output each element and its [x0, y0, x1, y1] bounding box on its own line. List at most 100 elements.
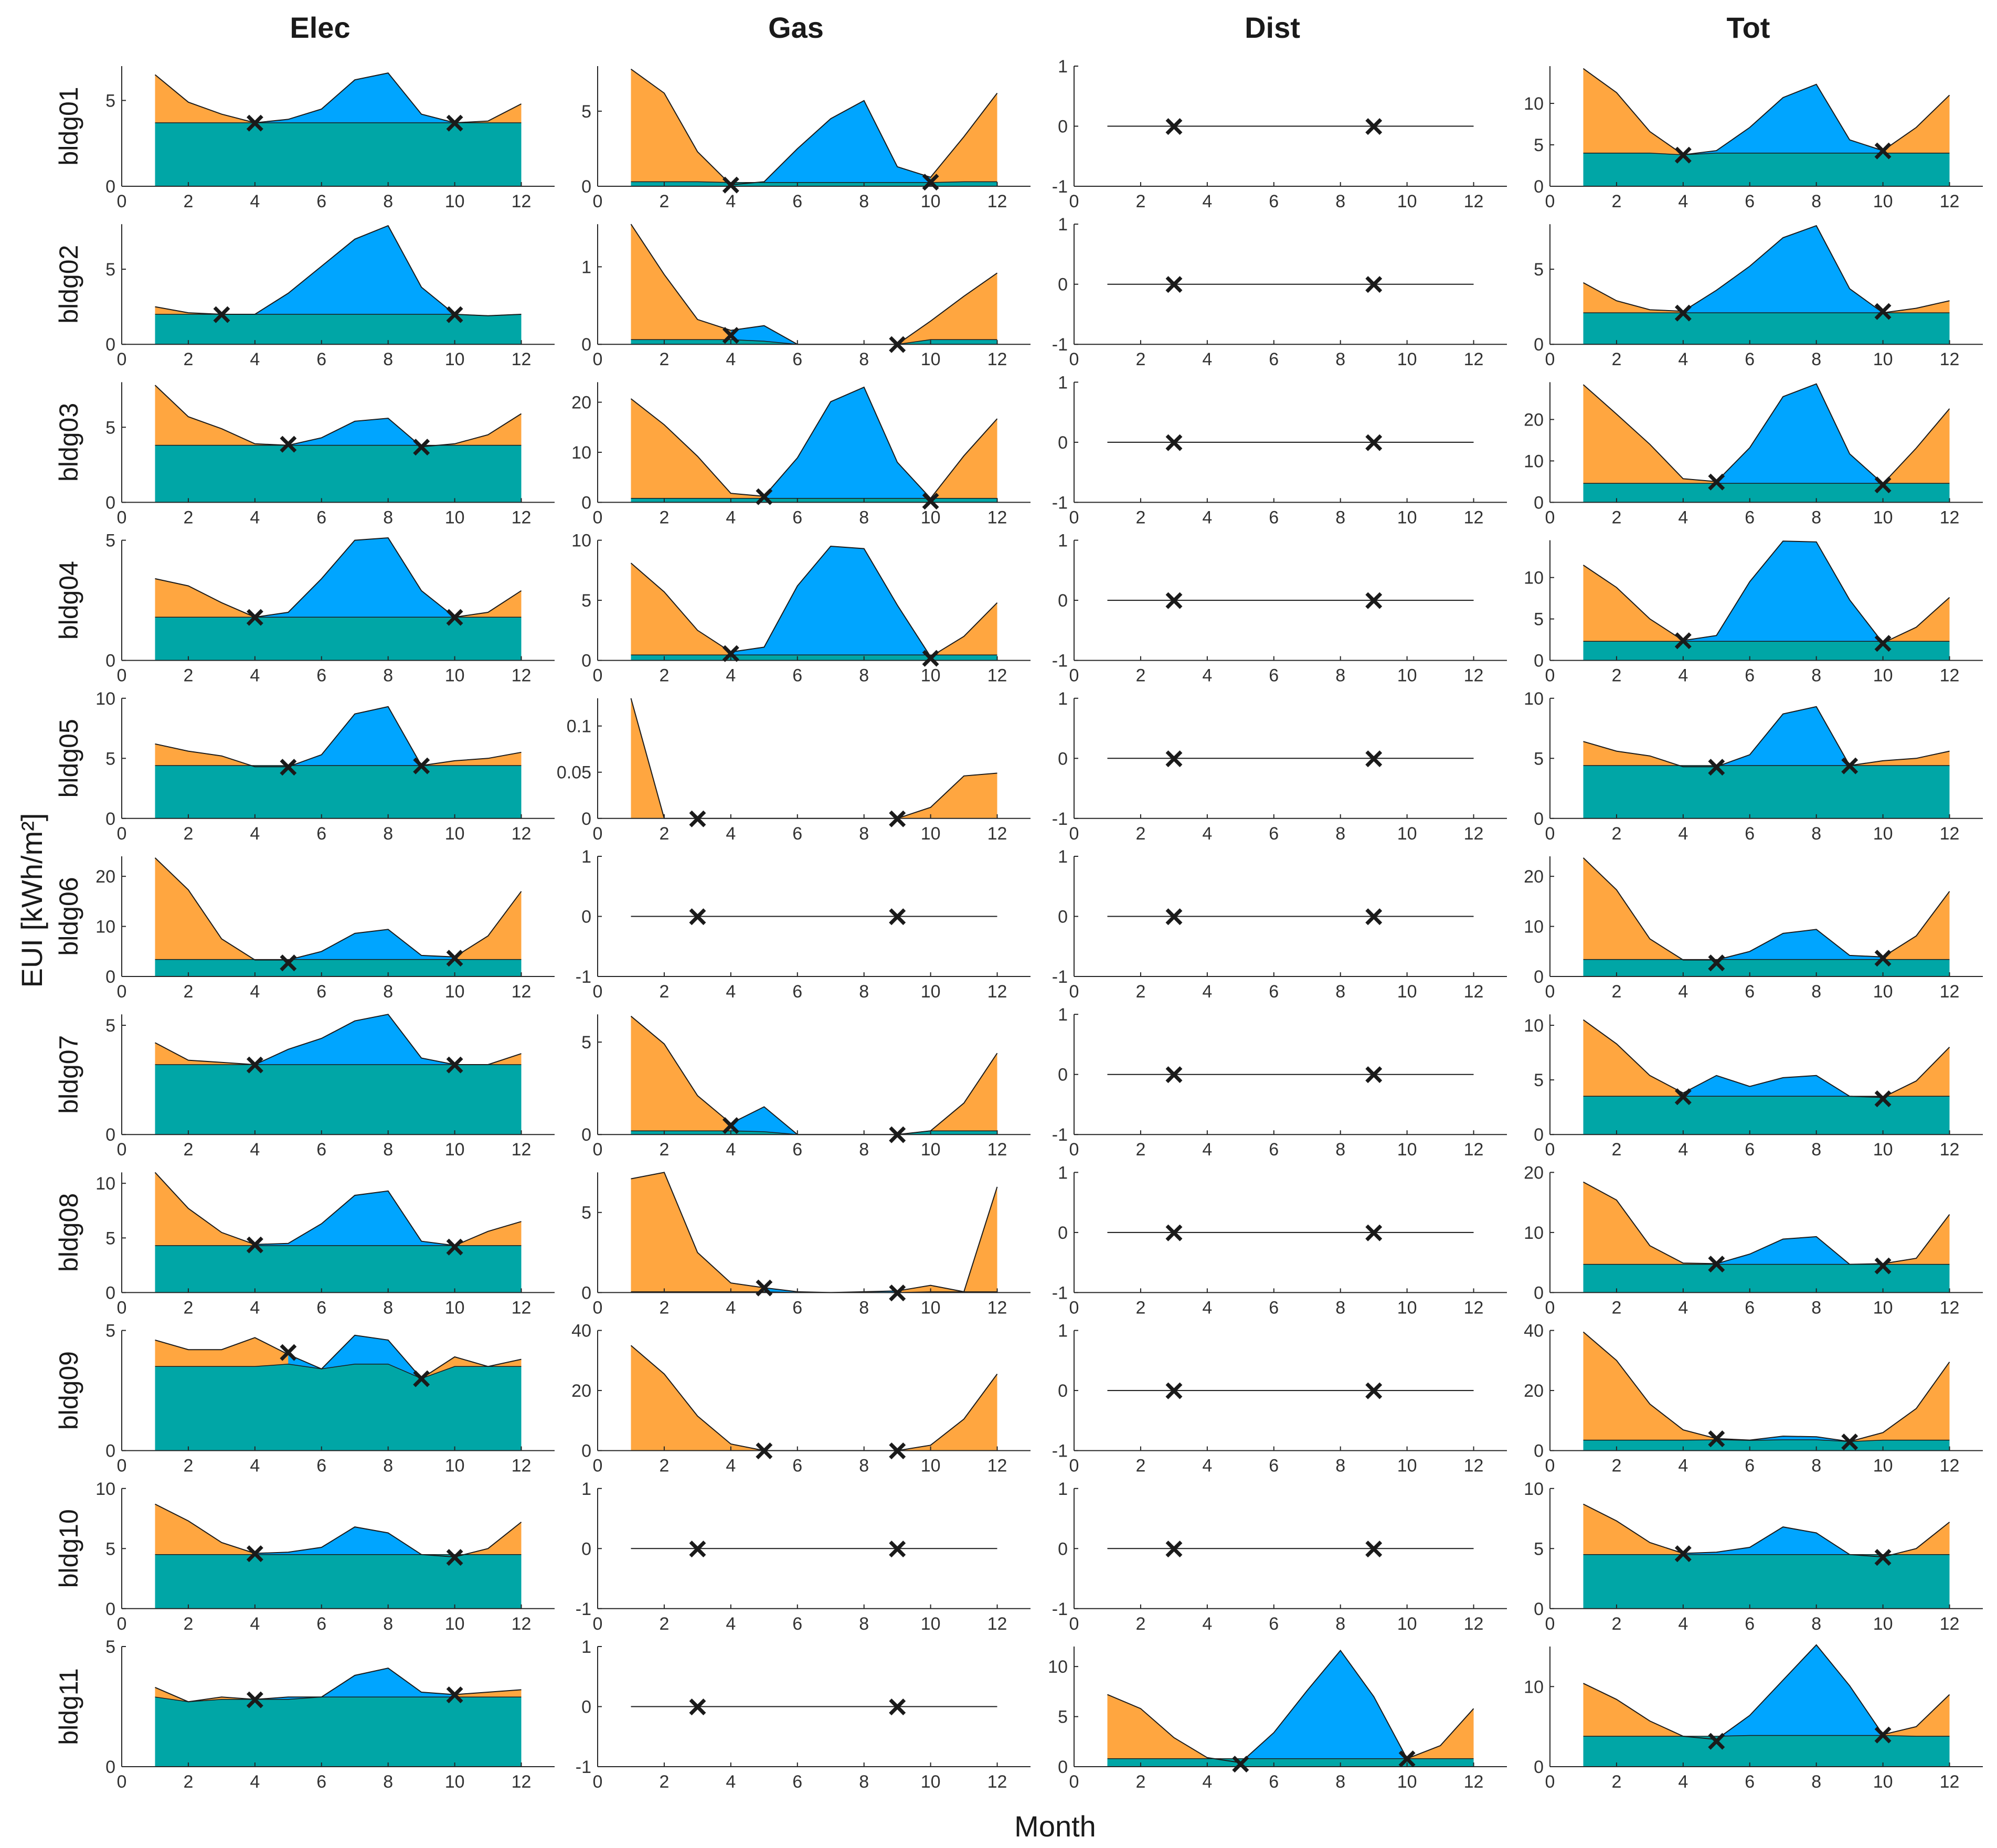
y-tick-label: 20	[1524, 1381, 1544, 1401]
x-tick-label: 10	[1873, 1298, 1893, 1318]
change-point-marker: ×	[721, 316, 740, 354]
panel-bldg04-dist: 0 2 4 6 8 10 12-101× ×	[1052, 531, 1507, 686]
y-tick-label: 0	[581, 1441, 591, 1461]
cooling-area	[254, 1014, 455, 1065]
x-tick-label: 6	[1269, 1456, 1279, 1476]
x-tick-label: 12	[1940, 1140, 1960, 1160]
x-tick-label: 8	[859, 666, 869, 686]
y-tick-label: 5	[105, 91, 115, 111]
x-tick-label: 0	[593, 1456, 603, 1476]
change-point-marker: ×	[445, 1538, 464, 1576]
x-tick-label: 4	[1678, 349, 1688, 369]
change-point-marker: ×	[245, 1534, 264, 1572]
x-tick-label: 8	[383, 507, 393, 527]
x-tick-label: 4	[1202, 666, 1212, 686]
y-tick-label: 0	[1058, 591, 1068, 611]
y-tick-label: 0	[105, 1125, 115, 1145]
x-tick-label: 4	[1202, 349, 1212, 369]
change-point-marker: ×	[279, 943, 298, 981]
x-tick-label: 0	[1545, 824, 1555, 844]
y-tick-label: 0	[581, 1283, 591, 1303]
cooling-area	[1716, 706, 1850, 767]
column-title-gas: Gas	[768, 11, 824, 44]
y-tick-label: 5	[105, 418, 115, 438]
change-point-marker: ×	[1673, 622, 1693, 660]
y-tick-label: 20	[1524, 1163, 1544, 1183]
x-tick-label: 12	[1940, 507, 1960, 527]
x-tick-label: 12	[1940, 349, 1960, 369]
y-tick-label: 0	[105, 335, 115, 355]
x-tick-label: 12	[1940, 1456, 1960, 1476]
x-tick-label: 4	[1678, 192, 1688, 211]
cooling-area	[1683, 84, 1883, 155]
y-tick-label: 0	[1534, 1757, 1544, 1777]
x-tick-label: 6	[1269, 1140, 1279, 1160]
x-tick-label: 6	[792, 1456, 802, 1476]
change-point-marker: ×	[1707, 748, 1726, 785]
panel-bldg03-dist: 0 2 4 6 8 10 12-101× ×	[1052, 373, 1507, 527]
column-title-elec: Elec	[290, 11, 350, 44]
change-point-marker: ×	[212, 295, 231, 333]
change-point-marker: ×	[411, 428, 431, 465]
change-point-marker: ×	[887, 1688, 907, 1726]
panel-bldg05-elec: 0 2 4 6 8 10 12 0 5 10 × ×	[95, 689, 555, 844]
baseload-area	[1583, 1735, 1950, 1767]
x-tick-label: 2	[659, 507, 669, 527]
x-tick-label: 6	[792, 1140, 802, 1160]
x-axis-title: Month	[1014, 1810, 1096, 1843]
y-tick-label: 10	[1524, 917, 1544, 937]
x-tick-label: 2	[659, 982, 669, 1002]
change-point-marker: ×	[1164, 581, 1184, 619]
y-tick-label: 5	[105, 749, 115, 769]
y-tick-label: 0	[105, 809, 115, 829]
baseload-series-line	[1583, 1439, 1950, 1442]
y-tick-label: 10	[1524, 1223, 1544, 1243]
x-tick-label: 0	[593, 1614, 603, 1634]
x-tick-label: 4	[1678, 982, 1688, 1002]
x-tick-label: 10	[445, 824, 465, 844]
row-title-bldg03: bldg03	[54, 403, 83, 482]
x-tick-label: 2	[659, 666, 669, 686]
y-tick-label: 5	[581, 591, 591, 611]
change-point-marker: ×	[887, 898, 907, 936]
panel-bldg04-tot: 0 2 4 6 8 10 12 0 5 10 × ×	[1524, 540, 1983, 686]
x-tick-label: 12	[1464, 982, 1484, 1002]
y-tick-label: 0	[581, 1539, 591, 1559]
y-tick-label: 5	[1058, 1707, 1068, 1727]
x-tick-label: 6	[792, 349, 802, 369]
x-tick-label: 2	[183, 507, 193, 527]
x-tick-label: 10	[1397, 1140, 1417, 1160]
x-tick-label: 10	[445, 1456, 465, 1476]
x-tick-label: 4	[1202, 1298, 1212, 1318]
x-tick-label: 4	[726, 1772, 736, 1792]
x-tick-label: 10	[445, 349, 465, 369]
change-point-marker: ×	[1707, 943, 1726, 981]
total-series-line	[1583, 1503, 1950, 1558]
change-point-marker: ×	[279, 1333, 298, 1371]
x-tick-label: 10	[921, 666, 941, 686]
row-title-bldg04: bldg04	[54, 561, 83, 640]
change-point-marker: ×	[1840, 747, 1859, 784]
y-tick-label: 10	[1524, 1479, 1544, 1499]
change-point-marker: ×	[887, 800, 907, 837]
change-point-marker: ×	[1673, 1077, 1693, 1115]
x-tick-label: 8	[859, 192, 869, 211]
x-tick-label: 10	[445, 982, 465, 1002]
x-tick-label: 2	[183, 349, 193, 369]
x-tick-label: 10	[445, 507, 465, 527]
x-tick-label: 6	[316, 1298, 326, 1318]
x-tick-label: 8	[1335, 824, 1345, 844]
change-point-marker: ×	[245, 598, 264, 636]
y-tick-label: 5	[105, 1321, 115, 1341]
baseload-area	[631, 498, 997, 503]
x-tick-label: 10	[921, 1772, 941, 1792]
x-tick-label: 4	[726, 982, 736, 1002]
x-tick-label: 8	[1335, 1140, 1345, 1160]
panel-bldg06-gas: 0 2 4 6 8 10 12-101× ×	[576, 847, 1031, 1002]
x-tick-label: 0	[1069, 1140, 1079, 1160]
change-point-marker: ×	[1164, 1372, 1184, 1409]
x-tick-label: 6	[1745, 1456, 1755, 1476]
x-tick-label: 2	[183, 1298, 193, 1318]
x-tick-label: 8	[383, 982, 393, 1002]
row-titles: bldg01 bldg02 bldg03 bldg04 bldg05 bldg06 bldg…	[54, 87, 83, 1745]
